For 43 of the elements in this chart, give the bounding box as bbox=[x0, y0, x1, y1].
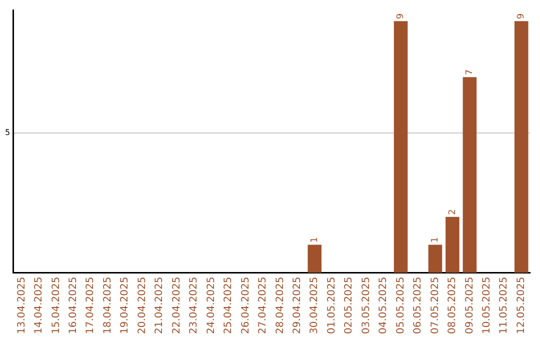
bar bbox=[462, 77, 477, 273]
x-tick-label: 15.04.2025 bbox=[50, 276, 62, 334]
x-tick-label: 08.05.2025 bbox=[447, 276, 458, 334]
data-label: 1 bbox=[310, 237, 320, 243]
x-tick-label: 03.05.2025 bbox=[360, 276, 372, 334]
x-tick-label: 09.05.2025 bbox=[464, 276, 476, 334]
x-tick-label: 28.04.2025 bbox=[274, 276, 286, 334]
x-tick-label: 05.05.2025 bbox=[395, 276, 406, 334]
data-label: 9 bbox=[396, 13, 406, 20]
data-label: 2 bbox=[448, 209, 458, 215]
x-tick-label: 29.04.2025 bbox=[292, 276, 303, 334]
x-tick-label: 22.04.2025 bbox=[171, 276, 182, 334]
x-tick-label: 24.04.2025 bbox=[206, 276, 217, 334]
x-tick-label: 19.04.2025 bbox=[120, 276, 131, 334]
x-tick-label: 23.04.2025 bbox=[188, 276, 200, 334]
x-tick-label: 11.05.2025 bbox=[498, 276, 510, 334]
bar bbox=[308, 244, 322, 273]
bar bbox=[514, 21, 528, 273]
x-tick-label: 01.05.2025 bbox=[326, 276, 338, 334]
data-label: 7 bbox=[465, 69, 476, 76]
x-tick-label: 26.04.2025 bbox=[240, 276, 252, 334]
x-tick-label: 16.04.2025 bbox=[68, 276, 79, 334]
x-tick-label: 25.04.2025 bbox=[223, 276, 234, 334]
x-tick-label: 10.05.2025 bbox=[482, 276, 493, 334]
x-tick-label: 14.04.2025 bbox=[34, 276, 45, 334]
bar bbox=[428, 244, 442, 273]
x-tick-label: 30.04.2025 bbox=[309, 276, 320, 334]
x-tick-label: 18.04.2025 bbox=[102, 276, 114, 334]
x-tick-label: 13.04.2025 bbox=[16, 276, 28, 334]
x-tick-label: 20.04.2025 bbox=[136, 276, 148, 334]
x-tick-label: 04.05.2025 bbox=[378, 276, 390, 334]
x-tick-label: 07.05.2025 bbox=[430, 276, 441, 334]
data-label: 1 bbox=[430, 237, 441, 243]
y-tick-label: 5 bbox=[4, 128, 10, 138]
x-tick-label: 21.04.2025 bbox=[154, 276, 166, 334]
bar bbox=[446, 216, 460, 273]
data-label: 9 bbox=[516, 13, 527, 20]
bar bbox=[394, 21, 408, 273]
x-tick-label: 06.05.2025 bbox=[412, 276, 424, 334]
x-tick-label: 27.04.2025 bbox=[258, 276, 269, 334]
x-tick-label: 02.05.2025 bbox=[344, 276, 355, 334]
x-tick-label: 17.04.2025 bbox=[85, 276, 96, 334]
x-tick-label: 12.05.2025 bbox=[516, 276, 527, 334]
